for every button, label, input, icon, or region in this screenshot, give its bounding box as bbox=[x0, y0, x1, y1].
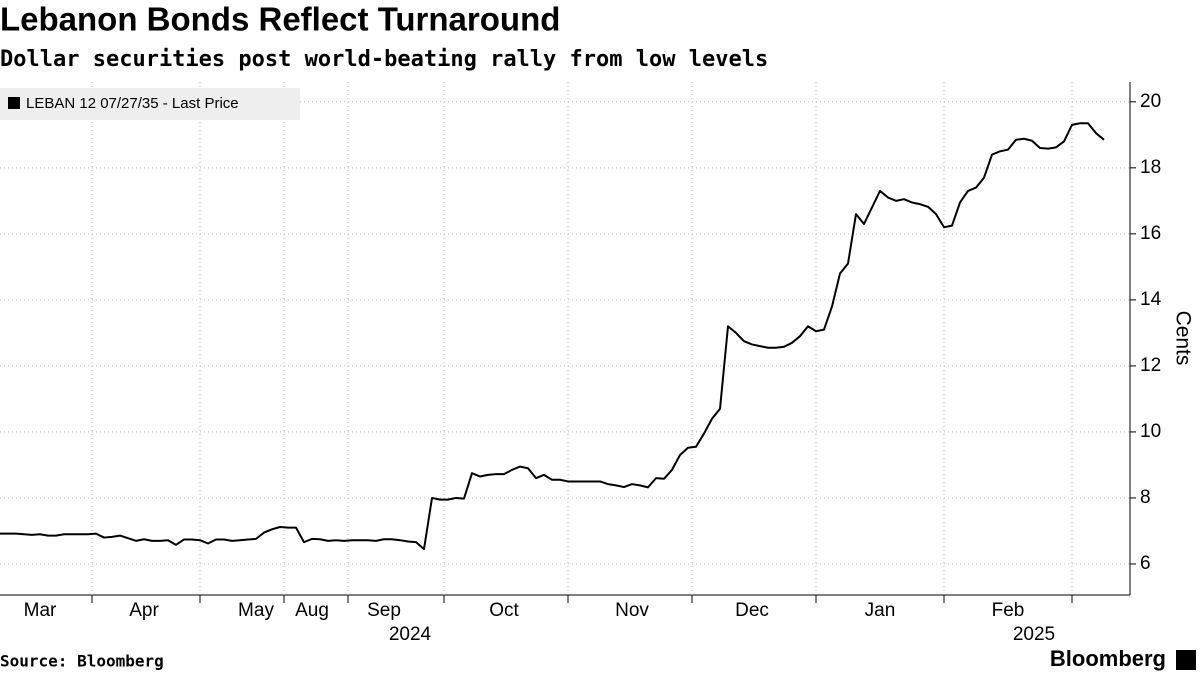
y-tick-label: 8 bbox=[1140, 487, 1151, 508]
series-line bbox=[0, 122, 1105, 551]
x-tick-label: Sep bbox=[367, 600, 401, 621]
x-tick-label: Mar bbox=[24, 600, 57, 621]
y-tick-label: 10 bbox=[1140, 421, 1161, 442]
y-tick-label: 18 bbox=[1140, 157, 1161, 178]
source: Source: Bloomberg bbox=[0, 652, 164, 671]
y-tick-label: 12 bbox=[1140, 355, 1161, 376]
x-tick-label: Nov bbox=[615, 600, 649, 621]
y-tick-label: 20 bbox=[1140, 91, 1161, 112]
chart-subtitle: Dollar securities post world-beating ral… bbox=[0, 47, 768, 72]
x-tick-label: Aug bbox=[295, 600, 329, 621]
brand: Bloomberg bbox=[1050, 646, 1166, 671]
legend-label: LEBAN 12 07/27/35 - Last Price bbox=[26, 95, 239, 112]
y-tick-label: 14 bbox=[1140, 289, 1162, 310]
x-tick-label: Jan bbox=[865, 600, 896, 621]
legend-swatch bbox=[8, 97, 20, 109]
x-tick-label: Apr bbox=[129, 600, 159, 621]
legend-box bbox=[0, 88, 300, 120]
y-tick-label: 16 bbox=[1140, 223, 1161, 244]
x-tick-label: May bbox=[238, 600, 274, 621]
x-tick-label: Oct bbox=[489, 600, 519, 621]
chart-title: Lebanon Bonds Reflect Turnaround bbox=[0, 1, 560, 38]
x-year-label: 2025 bbox=[1013, 624, 1055, 645]
x-tick-label: Feb bbox=[992, 600, 1025, 621]
x-year-label: 2024 bbox=[389, 624, 432, 645]
x-tick-label: Dec bbox=[735, 600, 769, 621]
y-tick-label: 6 bbox=[1140, 553, 1151, 574]
brand-icon bbox=[1176, 650, 1196, 670]
y-axis-label: Cents bbox=[1171, 311, 1194, 366]
